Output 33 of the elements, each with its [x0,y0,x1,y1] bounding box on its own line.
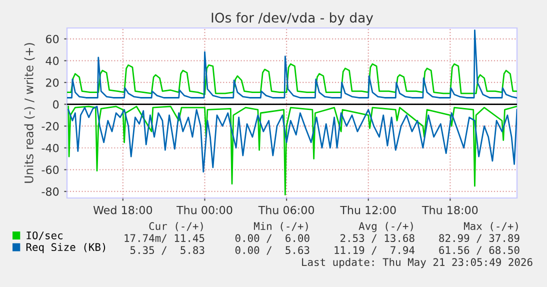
x-tick-label: Thu 12:00 [340,206,396,214]
text: 0.00 / 6.00 [235,234,310,243]
text: 2.53 / 13.68 [340,234,414,243]
text: 61.56 / 68.50 [439,246,520,255]
y-tick-label: -20 [42,122,59,130]
text: Cur (-/+) [149,222,203,232]
legend-label: Req Size (KB) [26,242,106,254]
text: 0.00 / 5.63 [235,246,310,255]
text: Min (-/+) [254,222,308,232]
x-tick-label: Wed 18:00 [93,206,152,214]
chart-title: IOs for /dev/vda - by day [212,12,374,26]
x-tick-label: Thu 00:00 [176,206,232,214]
text: 82.99 / 37.89 [439,234,520,243]
y-tick-label: -60 [42,166,59,174]
y-tick-label: 20 [46,78,59,87]
x-tick-label: Thu 06:00 [258,206,314,214]
text: 5.35 / 5.83 [130,246,204,255]
line-series [68,106,517,173]
text: 11.19 / 7.94 [334,246,415,255]
y-tick-label: -40 [42,144,59,152]
y-tick-label: 0 [53,100,59,109]
text: Last update: Thu May 21 23:05:49 2026 [302,258,532,268]
y-tick-label: 60 [46,34,59,44]
x-tick-label: Thu 18:00 [422,206,478,214]
y-axis-title: Units read (-) / write (+) [24,43,35,183]
y-tick-label: -80 [42,187,59,196]
line-series [68,106,517,196]
text: 17.74m/ 11.45 [124,234,204,243]
text: Max (-/+) [464,222,518,232]
text: Avg (-/+) [358,222,413,232]
legend-label: IO/sec [26,231,62,240]
y-tick-label: 40 [46,56,59,66]
line-series [67,63,517,96]
